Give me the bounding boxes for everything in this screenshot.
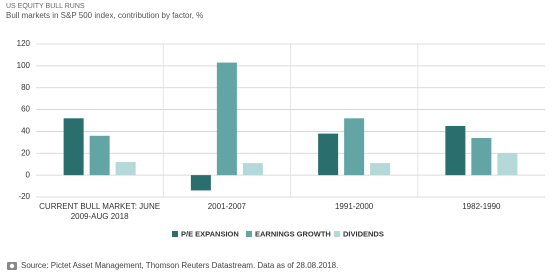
bar: [216, 62, 237, 176]
source-note: Source: Pictet Asset Management, Thomson…: [21, 261, 338, 270]
bar: [344, 118, 365, 176]
bar: [89, 135, 110, 176]
bar: [318, 133, 339, 176]
bar: [190, 175, 211, 191]
bar: [497, 153, 518, 176]
x-tick-label: CURRENT BULL MARKET: JUNE 2009-AUG 2018: [39, 202, 161, 221]
y-tick-label: -20: [18, 192, 30, 201]
legend-label: P/E EXPANSION: [181, 229, 239, 238]
chart-title: US EQUITY BULL RUNS: [6, 3, 85, 10]
y-tick-label: 40: [21, 127, 30, 136]
y-tick-label: 20: [21, 148, 30, 157]
y-tick-label: 0: [26, 170, 31, 179]
x-tick-label: 2001-2007: [207, 202, 246, 211]
x-tick-label: 1991-2000: [334, 202, 374, 211]
y-tick-label: 100: [17, 61, 31, 70]
x-tick-label: 1982-1990: [462, 202, 501, 211]
legend-swatch: [246, 231, 252, 237]
bar: [242, 163, 263, 176]
bar: [445, 125, 466, 176]
bar: [370, 163, 391, 176]
camera-icon: [7, 262, 17, 270]
legend-label: DIVIDENDS: [343, 229, 384, 238]
bar: [63, 118, 84, 176]
bar: [471, 137, 492, 176]
legend-swatch: [334, 231, 340, 237]
y-tick-label: 80: [21, 83, 30, 92]
legend-label: EARNINGS GROWTH: [255, 229, 331, 238]
bar: [115, 162, 136, 176]
chart-subtitle: Bull markets in S&P 500 index, contribut…: [6, 11, 203, 20]
y-tick-label: 60: [21, 105, 30, 114]
y-tick-label: 120: [17, 39, 31, 48]
legend-swatch: [172, 231, 178, 237]
